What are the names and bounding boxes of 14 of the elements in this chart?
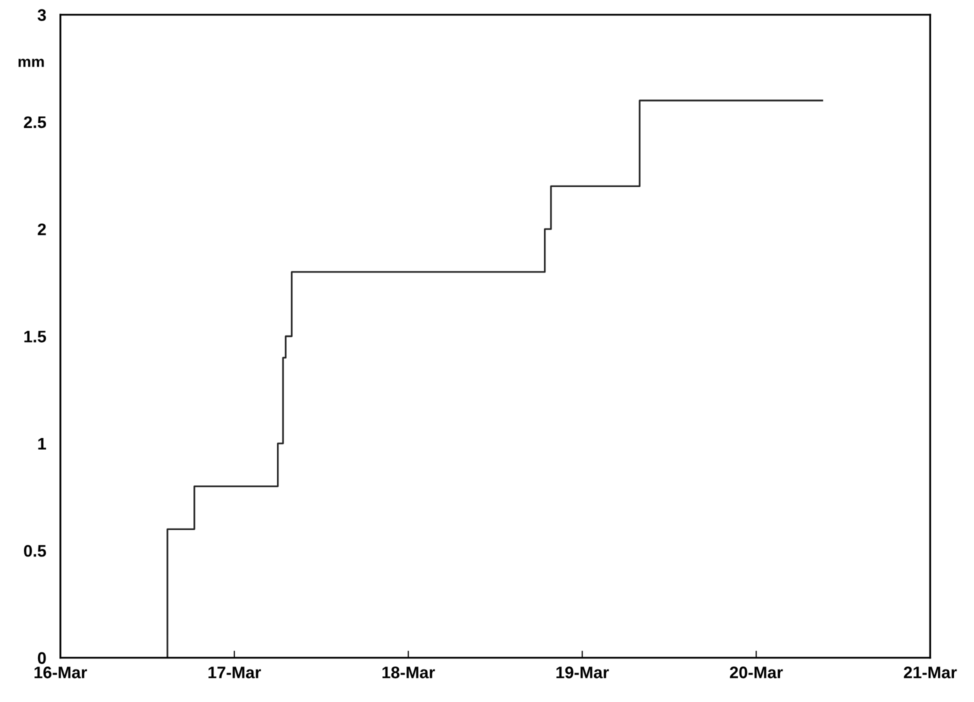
y-tick-label: 3 bbox=[38, 9, 46, 21]
x-tick-label: 19-Mar bbox=[556, 666, 609, 678]
y-tick-label: 0.5 bbox=[24, 545, 46, 557]
x-tick-label: 20-Mar bbox=[730, 666, 783, 678]
x-tick-label: 18-Mar bbox=[382, 666, 435, 678]
y-axis-title: mm bbox=[18, 58, 44, 67]
y-tick-label: 2 bbox=[38, 223, 46, 236]
x-tick-label: 16-Mar bbox=[34, 666, 87, 678]
x-tick-label: 21-Mar bbox=[904, 666, 957, 678]
y-tick-label: 0 bbox=[38, 652, 46, 664]
y-tick-label: 2.5 bbox=[24, 116, 46, 128]
x-tick-label: 17-Mar bbox=[208, 666, 261, 678]
y-tick-label: 1.5 bbox=[24, 330, 46, 342]
y-tick-label: 1 bbox=[38, 438, 46, 450]
